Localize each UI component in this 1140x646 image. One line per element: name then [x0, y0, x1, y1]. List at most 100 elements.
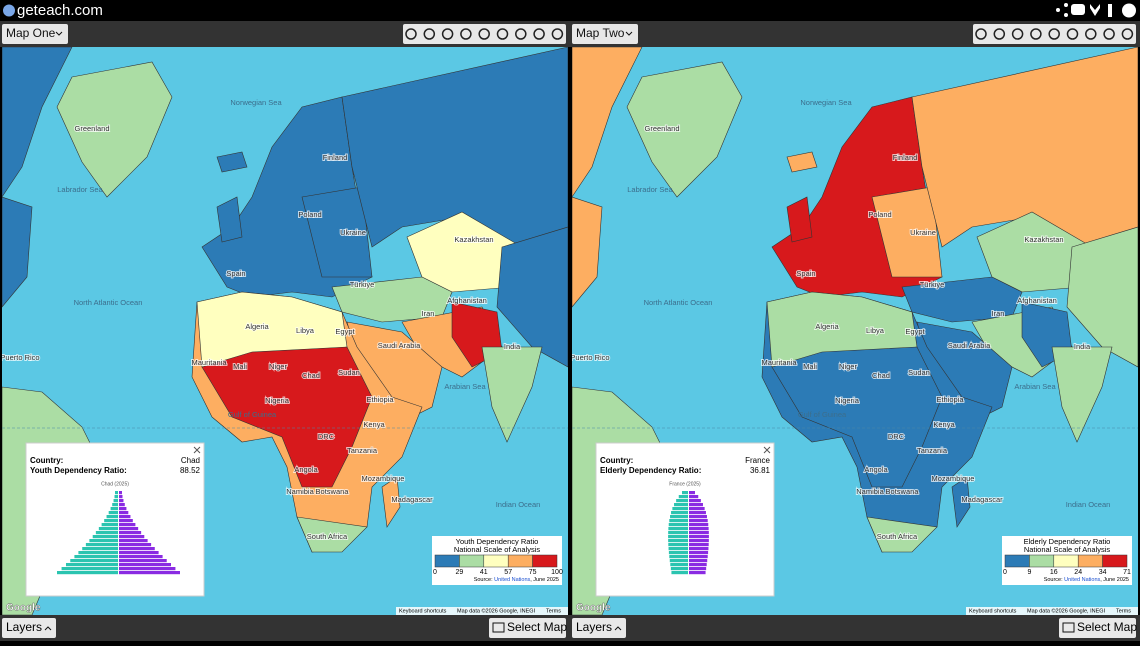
map-selector[interactable]: [572, 24, 638, 44]
attribution-text[interactable]: Keyboard shortcuts: [399, 608, 447, 614]
tool-button[interactable]: [1103, 28, 1115, 40]
pyramid-bar: [119, 547, 155, 551]
country-region[interactable]: [1051, 346, 1113, 443]
tool-button[interactable]: [1085, 28, 1097, 40]
map-label: India: [504, 342, 521, 351]
attribution-text[interactable]: Keyboard shortcuts: [969, 608, 1017, 614]
select-map-button[interactable]: [1059, 618, 1136, 638]
map-label: Ukraine: [340, 228, 366, 237]
tool-button[interactable]: [1121, 28, 1134, 40]
pyramid-bar: [112, 503, 118, 507]
pyramid-bar: [689, 527, 709, 531]
map-label: Chad: [872, 371, 890, 380]
close-icon[interactable]: [193, 446, 201, 454]
legend-break: 71: [1123, 569, 1131, 576]
tool-button[interactable]: [441, 28, 454, 40]
map-label: Kazakhstan: [1024, 235, 1063, 244]
close-icon[interactable]: [763, 446, 771, 454]
country-region[interactable]: [2, 47, 73, 198]
country-region[interactable]: [481, 346, 543, 443]
country-region[interactable]: [216, 151, 248, 173]
attribution-text[interactable]: Terms: [1116, 608, 1131, 614]
select-map-label[interactable]: Select Map: [507, 620, 567, 634]
pyramid-bar: [70, 559, 118, 563]
pyramid-bar: [668, 547, 688, 551]
pyramid-bar: [113, 499, 118, 503]
country-region[interactable]: [572, 47, 643, 198]
country-region[interactable]: [771, 346, 943, 488]
pyramid-bar: [689, 543, 709, 547]
source-link[interactable]: United Nations: [1064, 577, 1100, 583]
tool-button[interactable]: [1011, 28, 1024, 40]
bluesky-icon[interactable]: [1090, 4, 1100, 16]
tool-button[interactable]: [1030, 28, 1042, 40]
pyramid-bar: [689, 547, 709, 551]
popup-label: Youth Dependency Ratio:: [30, 466, 127, 475]
tool-button[interactable]: [460, 28, 472, 40]
layers-button[interactable]: [572, 618, 626, 638]
country-region[interactable]: [786, 196, 813, 243]
country-region[interactable]: [866, 516, 938, 553]
country-region[interactable]: [626, 61, 743, 198]
country-region[interactable]: [871, 186, 943, 278]
select-map-button[interactable]: [489, 618, 566, 638]
facebook-icon[interactable]: [1108, 4, 1112, 17]
country-region[interactable]: [1066, 226, 1138, 368]
attribution-text[interactable]: Terms: [546, 608, 561, 614]
wordpress-icon[interactable]: [1122, 3, 1136, 18]
map-selector[interactable]: [2, 24, 68, 44]
tool-button[interactable]: [423, 28, 436, 40]
layers-label[interactable]: Layers: [6, 620, 42, 634]
country-region[interactable]: [951, 476, 971, 528]
pyramid-bar: [689, 563, 707, 567]
chevron-icon: [614, 626, 622, 631]
pyramid-bar: [689, 551, 709, 555]
country-region[interactable]: [216, 196, 243, 243]
map-label: Egypt: [905, 327, 925, 336]
country-region[interactable]: [201, 346, 373, 488]
tool-button[interactable]: [405, 28, 417, 40]
pyramid-title: France (2025): [669, 481, 701, 487]
legend-title: Elderly Dependency Ratio: [1024, 537, 1111, 546]
source-link[interactable]: United Nations: [494, 577, 530, 583]
country-region[interactable]: [381, 476, 401, 528]
country-region[interactable]: [2, 196, 33, 308]
share-icon[interactable]: [1056, 8, 1060, 12]
map-label: Poland: [868, 210, 891, 219]
youtube-icon[interactable]: [1071, 4, 1085, 15]
pyramid-bar: [671, 571, 688, 575]
country-region[interactable]: [296, 516, 368, 553]
country-region[interactable]: [56, 61, 173, 198]
pyramid-bar: [119, 531, 142, 535]
country-region[interactable]: [301, 186, 373, 278]
tool-button[interactable]: [478, 28, 490, 40]
layers-label[interactable]: Layers: [576, 620, 612, 634]
tool-button[interactable]: [496, 28, 509, 40]
map-label: Ethiopia: [936, 395, 964, 404]
legend-break: 0: [433, 569, 437, 576]
tool-button[interactable]: [515, 28, 527, 40]
select-map-label[interactable]: Select Map: [1077, 620, 1137, 634]
tool-button[interactable]: [533, 28, 545, 40]
map-selector-label[interactable]: Map One: [6, 26, 56, 40]
legend-title: Youth Dependency Ratio: [456, 537, 539, 546]
chevron-icon: [55, 31, 63, 36]
info-popup: Country: Chad Youth Dependency Ratio: 88.52…: [25, 442, 205, 597]
map-label: Botswana: [316, 487, 350, 496]
tool-button[interactable]: [993, 28, 1006, 40]
country-region[interactable]: [496, 226, 568, 368]
layers-button[interactable]: [2, 618, 56, 638]
pyramid-bar: [671, 511, 688, 515]
tool-button[interactable]: [551, 28, 564, 40]
tool-button[interactable]: [975, 28, 987, 40]
country-region[interactable]: [786, 151, 818, 173]
country-region[interactable]: [572, 196, 603, 308]
map-selector-label[interactable]: Map Two: [576, 26, 625, 40]
social-icons: [1056, 3, 1136, 18]
tool-button[interactable]: [1048, 28, 1060, 40]
tool-button[interactable]: [1066, 28, 1079, 40]
popup-label: Country:: [600, 456, 633, 465]
map-label: Mozambique: [362, 474, 405, 483]
site-name[interactable]: geteach.com: [17, 2, 103, 19]
pyramid-bar: [119, 523, 136, 527]
